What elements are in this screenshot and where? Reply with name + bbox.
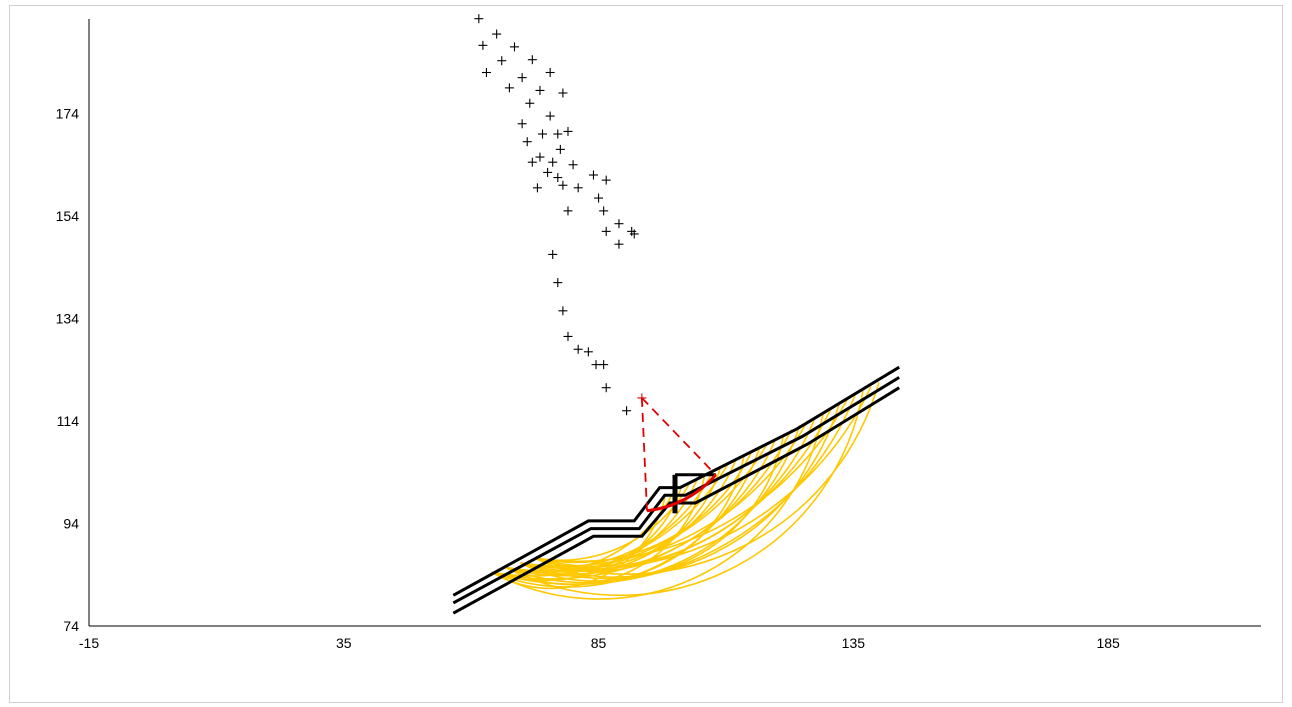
grid-center-point (548, 157, 558, 167)
y-tick-label: 114 (57, 413, 80, 429)
grid-center-point (522, 137, 532, 147)
grid-center-point (553, 129, 563, 139)
grid-center-point (583, 347, 593, 357)
slope-profile-line (452, 365, 900, 597)
x-tick-label: 135 (842, 635, 866, 651)
grid-center-point (543, 167, 553, 177)
trial-slip-surface (534, 382, 880, 575)
grid-center-point (573, 183, 583, 193)
grid-center-point (481, 68, 491, 77)
grid-center-point (599, 206, 609, 216)
y-tick-label: 154 (56, 208, 80, 224)
grid-center-point (527, 55, 537, 65)
y-tick-label: 174 (56, 106, 80, 122)
grid-center-point (563, 206, 573, 216)
grid-center-point (535, 85, 545, 95)
grid-center-point (517, 119, 527, 129)
trial-slip-surface (491, 412, 825, 600)
axes-layer (88, 19, 1261, 627)
grid-center-point (627, 226, 637, 236)
critical-radius-line (640, 397, 648, 511)
grid-center-point (538, 129, 548, 139)
chart-frame: -15 35 85 135 185 74 94 114 134 154 174 (9, 5, 1283, 703)
trial-slip-surface (505, 390, 864, 597)
grid-center-point (509, 42, 519, 52)
x-tick-label: -15 (79, 635, 99, 651)
trial-slip-surface (491, 395, 856, 585)
y-tick-label: 94 (63, 516, 79, 532)
grid-center-point (629, 229, 639, 239)
grid-center-point (558, 88, 568, 98)
grid-center-point (504, 83, 514, 93)
grid-center-point (563, 126, 573, 136)
trial-slip-surface (520, 403, 840, 580)
grid-center-point (492, 29, 502, 39)
grid-centers-layer (474, 14, 647, 416)
trial-slip-surface (520, 455, 745, 582)
grid-center-point (614, 239, 624, 249)
grid-center-point (591, 360, 601, 370)
grid-center-point (614, 219, 624, 229)
trial-slip-surface (520, 420, 809, 567)
grid-center-point (555, 144, 565, 154)
chart-svg: -15 35 85 135 185 74 94 114 134 154 174 (56, 14, 1261, 652)
grid-center-point (548, 249, 558, 259)
grid-center-point (601, 226, 611, 236)
grid-center-point (594, 193, 604, 203)
grid-center-point (622, 406, 632, 416)
grid-center-point (478, 40, 488, 50)
trial-slip-surface (505, 425, 801, 584)
critical-surface-layer (640, 397, 717, 513)
y-tick-label: 74 (63, 618, 79, 634)
grid-center-point (558, 306, 568, 316)
x-tick-label: 185 (1096, 635, 1120, 651)
critical-radius-line (641, 397, 717, 476)
grid-center-point (497, 56, 507, 66)
grid-center-point (553, 278, 563, 288)
trial-slip-surface (491, 446, 761, 588)
grid-center-point (545, 68, 555, 77)
grid-center-point (573, 344, 583, 354)
grid-center-point (568, 160, 578, 170)
grid-center-point (525, 98, 535, 108)
grid-center-point (532, 183, 542, 193)
slope-profile-layer (452, 365, 900, 615)
grid-center-point (545, 111, 555, 121)
slope-profile-line (452, 376, 900, 605)
grid-center-point (527, 157, 537, 167)
grid-center-point (474, 14, 484, 24)
grid-center-point (588, 170, 598, 180)
grid-center-point (558, 180, 568, 190)
tick-labels-layer: -15 35 85 135 185 74 94 114 134 154 174 (56, 106, 1120, 652)
grid-center-point (601, 383, 611, 393)
critical-slip-surface (646, 473, 717, 513)
trial-slip-surface (535, 399, 848, 563)
x-tick-label: 35 (336, 635, 352, 651)
grid-center-point (535, 152, 545, 162)
critical-center-point (637, 393, 647, 403)
grid-center-point (517, 73, 527, 83)
grid-center-point (599, 360, 609, 370)
trial-slip-surface (505, 459, 737, 577)
grid-center-point (563, 331, 573, 341)
y-tick-label: 134 (56, 311, 80, 327)
x-tick-label: 85 (591, 635, 607, 651)
grid-center-point (553, 173, 563, 183)
trial-slip-surface (520, 386, 872, 571)
grid-center-point (601, 175, 611, 185)
slope-profile-line (452, 386, 900, 615)
